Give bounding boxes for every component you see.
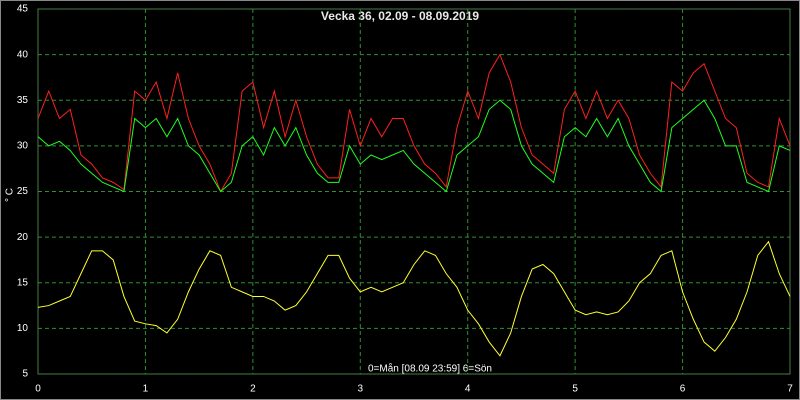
x-tick-label: 0 [35,384,41,395]
x-axis-label: 0=Mån [08.09 23:59] 6=Sön [368,363,492,375]
line-series [37,53,791,193]
y-tick-label: 15 [17,277,29,288]
x-tick-label: 5 [572,384,578,395]
x-tick-label: 1 [143,384,149,395]
x-tick-label: 7 [787,384,793,395]
x-tick-label: 3 [358,384,364,395]
y-tick-label: 45 [17,4,29,15]
y-tick-label: 35 [17,95,29,106]
y-tick-label: 25 [17,186,29,197]
y-tick-label: 20 [17,232,29,243]
y-axis-label: ° C [5,188,16,202]
line-series [37,99,791,193]
chart-title: Vecka 36, 02.09 - 08.09.2019 [321,9,479,23]
x-tick-label: 4 [465,384,471,395]
x-tick-label: 2 [250,384,256,395]
y-tick-label: 30 [17,141,29,152]
line-series [37,240,791,357]
y-tick-label: 10 [17,323,29,334]
x-tick-label: 6 [680,384,686,395]
y-tick-label: 5 [22,369,28,380]
y-tick-label: 40 [17,49,29,60]
